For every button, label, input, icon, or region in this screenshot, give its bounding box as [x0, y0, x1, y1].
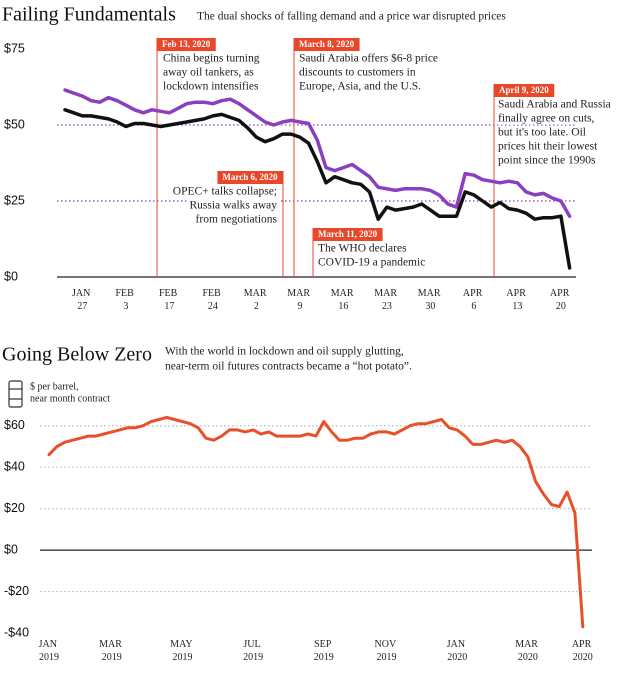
- annotation-bg: [187, 199, 280, 212]
- annotation-text: prices hit their lowest: [498, 141, 598, 153]
- data-line: [63, 108, 572, 270]
- annotation-text: from negotiations: [196, 214, 278, 226]
- y-tick-label: $60: [4, 418, 25, 432]
- x-tick-label: APR 2020: [572, 639, 594, 663]
- annotation-bg: [496, 98, 613, 111]
- x-tick-label: MAR 2: [244, 288, 269, 312]
- x-tick-label: MAR 16: [331, 288, 356, 312]
- chart-title: Going Below Zero: [2, 344, 152, 366]
- y-tick-label: $50: [4, 117, 25, 131]
- x-tick-label: JAN 27: [72, 288, 93, 312]
- y-tick-label: -$40: [4, 625, 29, 639]
- x-tick-label: MAR 2019: [99, 639, 124, 663]
- y-tick-label: $40: [4, 459, 25, 473]
- y-tick-label: $25: [4, 193, 25, 207]
- x-tick-label: JAN 2019: [39, 639, 60, 663]
- chart-subtitle: With the world in lockdown and oil suppl…: [165, 346, 404, 358]
- annotation-text: Europe, Asia, and the U.S.: [299, 81, 421, 93]
- annotation-bg: [316, 242, 410, 255]
- unit-label: $ per barrel,: [30, 381, 79, 392]
- x-tick-label: APR 20: [550, 288, 572, 312]
- annotation-text: China begins turning: [163, 53, 260, 65]
- annotation-bg: [496, 126, 588, 139]
- annotation-bg: [496, 140, 601, 153]
- annotation-bg: [496, 154, 598, 167]
- x-tick-label: APR 13: [506, 288, 528, 312]
- y-tick-label: $75: [4, 41, 25, 55]
- x-tick-label: MAR 30: [418, 288, 443, 312]
- data-line: [47, 415, 585, 629]
- annotation-bg: [161, 80, 262, 93]
- y-tick-label: $0: [4, 542, 18, 556]
- annotation-date: March 6, 2020: [222, 172, 278, 182]
- x-tick-label: FEB 17: [159, 288, 180, 312]
- annotation-bg: [297, 80, 424, 93]
- x-tick-label: FEB 24: [202, 288, 223, 312]
- annotation-date-box: [157, 38, 216, 51]
- x-tick-label: NOV 2019: [375, 639, 399, 663]
- annotation-date-box: [313, 228, 383, 241]
- x-tick-label: JAN 2020: [447, 639, 468, 663]
- annotation-date-box: [294, 38, 360, 51]
- x-tick-label: FEB 3: [115, 288, 136, 312]
- annotation-text: finally agree on cuts,: [498, 113, 595, 125]
- annotation-text: Saudi Arabia and Russia: [498, 99, 611, 111]
- chart-subtitle: The dual shocks of falling demand and a …: [197, 11, 506, 23]
- annotation-bg: [193, 213, 280, 226]
- annotation-bg: [316, 256, 428, 269]
- annotation-text: but it's too late. Oil: [498, 127, 586, 139]
- x-tick-label: APR 6: [463, 288, 485, 312]
- grid: [57, 124, 576, 278]
- y-tick-label: $20: [4, 501, 25, 515]
- x-tick-label: MAR 9: [287, 288, 312, 312]
- annotation-text: away oil tankers, as: [163, 67, 254, 79]
- chart-2: Going Below Zero With the world in lockd…: [2, 344, 594, 664]
- annotation-date: Feb 13, 2020: [162, 39, 211, 49]
- x-tick-label: MAY 2019: [170, 639, 195, 663]
- x-tick-label: JUL 2019: [243, 639, 263, 663]
- lines: [47, 415, 585, 629]
- x-tick-label: MAR 2020: [515, 639, 540, 663]
- annotations: Feb 13, 2020 China begins turning away oil…: [157, 38, 613, 269]
- unit-label: near month contract: [30, 393, 110, 404]
- annotation-date-box: [494, 84, 555, 97]
- annotation-date: March 8, 2020: [299, 39, 355, 49]
- x-tick-label: MAR 23: [374, 288, 399, 312]
- data-line: [63, 88, 572, 218]
- annotation-text: OPEC+ talks collapse;: [173, 186, 277, 198]
- grid: [40, 425, 592, 593]
- annotation-bg: [161, 66, 257, 79]
- annotation-bg: [297, 51, 441, 65]
- lines: [63, 88, 572, 270]
- annotation-text: discounts to customers in: [299, 67, 416, 79]
- annotation-bg: [170, 185, 279, 198]
- annotation-text: lockdown intensifies: [163, 81, 259, 93]
- chart-subtitle: near-term oil futures contracts became a…: [165, 361, 412, 373]
- annotation-text: point since the 1990s: [498, 155, 596, 167]
- annotation-date: March 11, 2020: [318, 229, 378, 239]
- annotation-date-box: [217, 171, 283, 184]
- annotation-date: April 9, 2020: [499, 85, 549, 95]
- annotation-bg: [161, 52, 262, 65]
- y-tick-label: -$20: [4, 584, 29, 598]
- barrel-icon: [8, 380, 23, 408]
- annotation-text: COVID-19 a pandemic: [318, 257, 425, 269]
- x-tick-label: SEP 2019: [314, 639, 334, 663]
- annotation-bg: [496, 112, 597, 125]
- annotation-text: Russia walks away: [189, 200, 277, 212]
- chart-title: Failing Fundamentals: [2, 4, 176, 26]
- annotation-text: The WHO declares: [318, 243, 407, 255]
- y-tick-label: $0: [4, 269, 18, 283]
- annotation-bg: [297, 66, 418, 79]
- annotation-text: Saudi Arabia offers $6-8 price: [299, 52, 438, 65]
- chart-1: Failing Fundamentals The dual shocks of …: [2, 4, 613, 312]
